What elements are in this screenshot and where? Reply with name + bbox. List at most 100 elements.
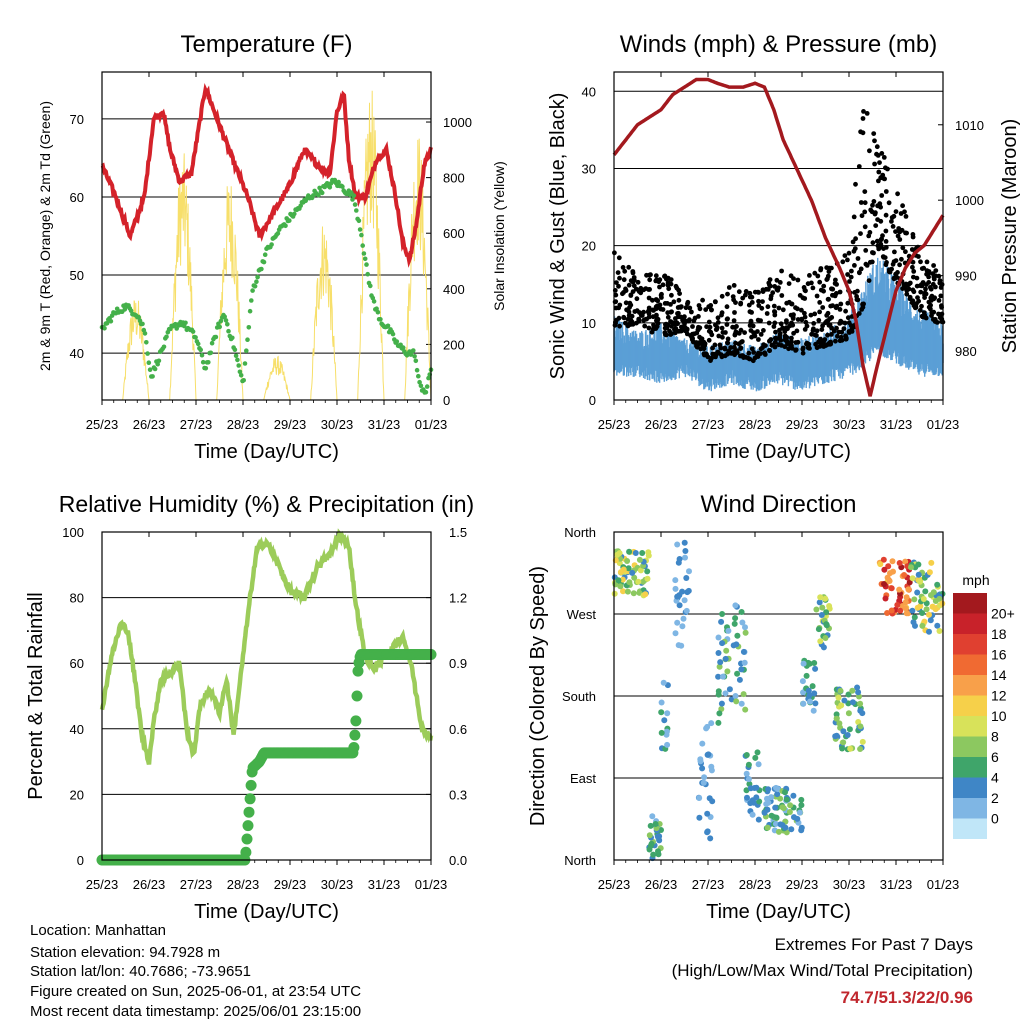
humidity-y2tick-label: 0.6 xyxy=(449,722,467,737)
gust-point xyxy=(883,239,889,244)
precipitation-point xyxy=(245,779,257,791)
gust-point xyxy=(885,166,890,172)
wind-direction-point xyxy=(642,591,649,598)
dewpoint-point xyxy=(354,208,359,213)
gust-point xyxy=(933,284,938,290)
gust-point xyxy=(857,270,862,275)
gust-point xyxy=(814,328,820,334)
wind-direction-point xyxy=(839,745,846,752)
gust-point xyxy=(926,269,932,274)
wind-direction-point xyxy=(765,799,772,806)
dewpoint-point xyxy=(424,384,430,389)
gust-point xyxy=(700,343,705,349)
gust-point xyxy=(717,342,723,348)
wind-direction-point xyxy=(625,565,632,572)
gust-point xyxy=(873,223,879,229)
gust-point xyxy=(802,310,807,316)
wind-direction-point xyxy=(741,659,748,666)
temperature-xtick-label: 29/23 xyxy=(274,417,307,432)
wind-direction-point xyxy=(700,779,707,786)
gust-point xyxy=(755,317,761,323)
gust-point xyxy=(812,270,818,276)
dewpoint-point xyxy=(385,323,391,329)
gust-point xyxy=(683,318,688,324)
gust-point xyxy=(867,230,873,235)
wind-direction-point xyxy=(740,691,747,698)
wind-direction-point xyxy=(773,814,780,821)
gust-point xyxy=(883,189,889,194)
dewpoint-point xyxy=(244,348,249,354)
gust-point xyxy=(616,305,622,311)
gust-point xyxy=(892,249,897,255)
speed-legend-swatch xyxy=(953,675,987,696)
wind-direction-point xyxy=(854,684,861,691)
dewpoint-point xyxy=(200,359,206,365)
wind-direction-point xyxy=(630,590,637,597)
dewpoint-point xyxy=(356,218,362,224)
gust-point xyxy=(936,311,941,317)
gust-point xyxy=(874,144,880,150)
wind-direction-point xyxy=(786,809,793,815)
gust-point xyxy=(862,200,868,206)
dewpoint-point xyxy=(378,317,383,322)
gust-point xyxy=(911,289,917,295)
wind-direction-point xyxy=(798,796,805,803)
wind-direction-point xyxy=(637,567,644,574)
gust-point xyxy=(706,328,712,334)
gust-point xyxy=(741,355,746,360)
gust-point xyxy=(931,274,937,280)
wind-direction-point xyxy=(715,634,722,641)
speed-legend-swatch xyxy=(953,757,987,778)
gust-point xyxy=(911,269,917,274)
gust-point xyxy=(845,315,851,321)
temperature-xtick-label: 27/23 xyxy=(180,417,213,432)
dewpoint-point xyxy=(198,347,203,353)
wind-direction-point xyxy=(681,597,688,604)
gust-point xyxy=(819,327,825,332)
gust-point xyxy=(771,303,777,309)
dewpoint-point xyxy=(237,369,243,375)
gust-point xyxy=(829,332,834,337)
gust-point xyxy=(803,319,809,325)
gust-point xyxy=(841,326,847,331)
wind-direction-point xyxy=(840,739,847,746)
gust-point xyxy=(752,289,758,295)
precipitation-point xyxy=(352,665,364,677)
gust-point xyxy=(843,335,849,341)
gust-point xyxy=(709,307,714,313)
gust-point xyxy=(837,289,843,295)
wind-direction-point xyxy=(682,548,689,554)
gust-point xyxy=(902,209,907,215)
gust-point xyxy=(660,282,666,288)
wind-direction-point xyxy=(818,612,825,618)
wind-direction-point xyxy=(772,820,779,827)
solar-insolation-line xyxy=(404,138,432,401)
gust-point xyxy=(839,337,845,343)
wind-direction-point xyxy=(749,797,756,804)
gust-point xyxy=(683,305,689,311)
gust-point xyxy=(653,304,659,310)
gust-point xyxy=(880,233,885,239)
gust-point xyxy=(638,285,644,291)
gust-point xyxy=(800,350,806,356)
gust-point xyxy=(791,330,796,336)
gust-point xyxy=(761,328,766,333)
wind-direction-point xyxy=(897,607,904,614)
gust-point xyxy=(839,329,845,335)
gust-point xyxy=(907,294,913,300)
extremes-title: Extremes For Past 7 Days xyxy=(774,935,973,954)
dewpoint-point xyxy=(241,378,246,383)
dewpoint-point xyxy=(360,243,366,248)
wind-direction-point xyxy=(664,741,671,748)
gust-point xyxy=(852,263,857,268)
gust-point xyxy=(702,351,708,357)
wind-direction-point xyxy=(806,660,813,667)
wind-direction-point xyxy=(732,602,739,609)
wind-direction-point xyxy=(620,566,627,573)
gust-point xyxy=(818,287,824,293)
recent-text: Most recent data timestamp: 2025/06/01 2… xyxy=(30,1003,362,1020)
wind-direction-point xyxy=(658,827,664,833)
gust-point xyxy=(676,297,682,303)
wind-direction-point xyxy=(723,647,730,654)
gust-point xyxy=(630,269,636,274)
